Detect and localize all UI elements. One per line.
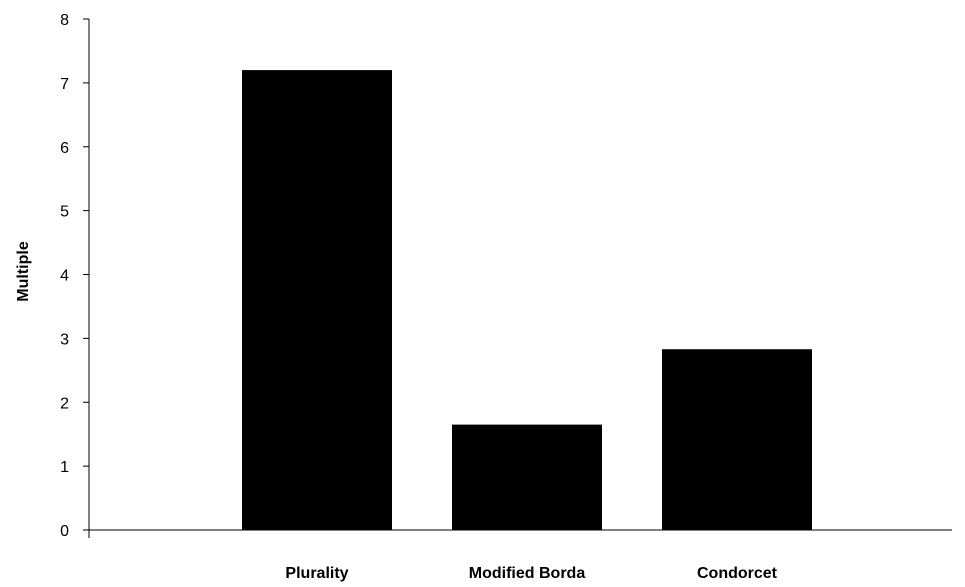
y-tick-label: 6 [60,140,69,157]
y-tick-label: 5 [60,204,69,221]
y-tick-label: 8 [60,12,69,29]
x-axis-category-labels: Plurality Modified Borda Condorcet [285,565,777,582]
x-category-label: Plurality [285,565,348,582]
y-tick-label: 3 [60,331,69,348]
y-tick-label: 4 [60,268,69,285]
bar-modified-borda [452,424,602,530]
y-tick-label: 0 [60,523,69,540]
y-tick-label: 2 [60,395,69,412]
bar-condorcet [662,349,812,530]
y-tick-label: 7 [60,76,69,93]
y-axis-title: Multiple [15,241,32,302]
x-category-label: Modified Borda [469,565,586,582]
bars [242,70,812,530]
y-tick-label: 1 [60,459,69,476]
y-axis-ticks: 0 1 2 3 4 5 6 7 8 [60,12,89,540]
x-category-label: Condorcet [697,565,778,582]
bar-plurality [242,70,392,530]
